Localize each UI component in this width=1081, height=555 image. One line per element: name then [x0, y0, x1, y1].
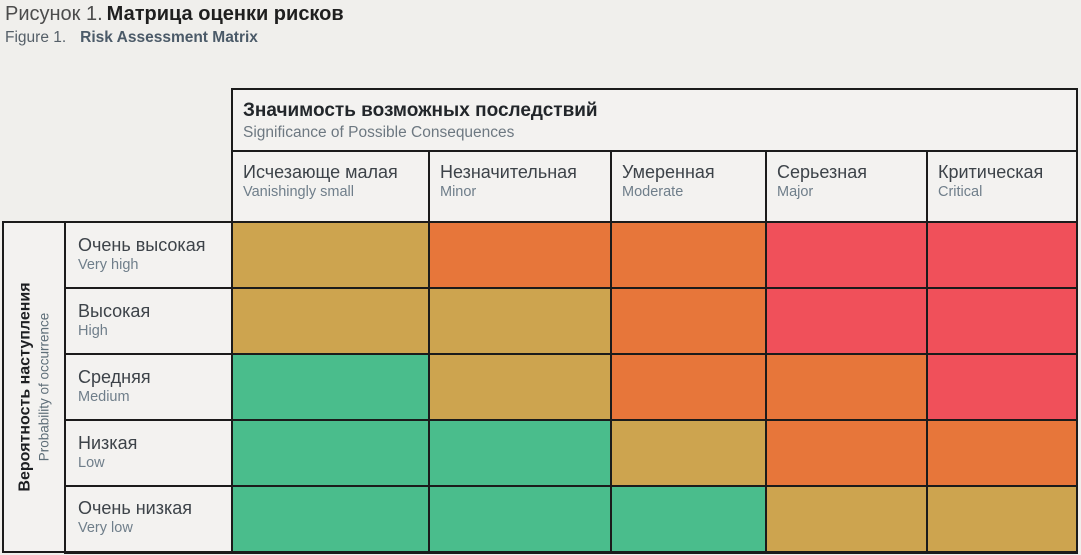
risk-cell [428, 419, 612, 487]
row-axis-header: Вероятность наступления Probability of o… [2, 221, 66, 553]
row-header-high: Высокая High [64, 287, 233, 355]
risk-cell [610, 221, 767, 289]
column-header-moderate: Умеренная Moderate [610, 150, 767, 223]
risk-cell [765, 287, 928, 355]
column-header-ru: Серьезная [777, 162, 867, 182]
column-axis-title-ru: Значимость возможных последствий [243, 100, 598, 121]
risk-cell [231, 287, 430, 355]
caption-ru: Рисунок 1. Матрица оценки рисков [5, 2, 344, 27]
risk-cell [765, 485, 928, 554]
column-header-en: Vanishingly small [243, 184, 354, 200]
risk-cell [428, 353, 612, 421]
row-axis-title-ru: Вероятность наступления [16, 282, 34, 492]
row-header-ru: Очень низкая [78, 498, 192, 519]
column-header-minor: Незначительная Minor [428, 150, 612, 223]
row-header-en: Low [78, 454, 105, 471]
column-header-ru: Исчезающе малая [243, 162, 398, 182]
risk-cell [765, 221, 928, 289]
column-header-critical: Критическая Critical [926, 150, 1078, 223]
row-axis-title-en: Probability of occurrence [36, 312, 52, 462]
risk-cell [231, 353, 430, 421]
risk-cell [926, 287, 1078, 355]
risk-cell [765, 353, 928, 421]
risk-cell [610, 287, 767, 355]
column-header-major: Серьезная Major [765, 150, 928, 223]
column-axis-title-en: Significance of Possible Consequences [243, 124, 515, 141]
risk-cell [926, 485, 1078, 554]
row-header-ru: Низкая [78, 432, 138, 453]
column-header-en: Minor [440, 184, 477, 200]
row-header-ru: Средняя [78, 366, 151, 387]
column-header-ru: Критическая [938, 162, 1044, 182]
column-header-ru: Незначительная [440, 162, 577, 182]
column-header-ru: Умеренная [622, 162, 715, 182]
risk-cell [765, 419, 928, 487]
matrix-corner-blank [3, 89, 232, 222]
risk-matrix-table: Значимость возможных последствий Signifi… [2, 88, 1078, 554]
caption-en-prefix: Figure 1. [5, 29, 67, 46]
column-header-en: Moderate [622, 184, 684, 200]
risk-cell [231, 221, 430, 289]
risk-cell [610, 485, 767, 554]
row-header-very-low: Очень низкая Very low [64, 485, 233, 554]
risk-cell [926, 221, 1078, 289]
row-header-low: Низкая Low [64, 419, 233, 487]
column-header-vanishingly-small: Исчезающе малая Vanishingly small [231, 150, 430, 223]
risk-cell [610, 419, 767, 487]
row-header-very-high: Очень высокая Very high [64, 221, 233, 289]
row-header-en: Very low [78, 520, 133, 537]
caption-en-title: Risk Assessment Matrix [80, 29, 258, 46]
row-header-ru: Высокая [78, 300, 151, 321]
row-header-medium: Средняя Medium [64, 353, 233, 421]
column-axis-header: Значимость возможных последствий Signifi… [231, 88, 1078, 152]
column-header-en: Major [777, 184, 814, 200]
risk-cell [428, 287, 612, 355]
caption-ru-prefix: Рисунок 1. [5, 3, 103, 25]
risk-cell [610, 353, 767, 421]
risk-cell [926, 419, 1078, 487]
row-header-en: Medium [78, 388, 130, 405]
risk-cell [428, 485, 612, 554]
row-axis-title: Вероятность наступления Probability of o… [16, 282, 53, 491]
figure-caption: Рисунок 1. Матрица оценки рисков Figure 1… [5, 2, 344, 47]
caption-en: Figure 1. Risk Assessment Matrix [5, 28, 344, 47]
column-header-en: Critical [938, 184, 983, 200]
row-header-ru: Очень высокая [78, 234, 206, 255]
risk-cell [231, 419, 430, 487]
risk-cell [926, 353, 1078, 421]
caption-ru-title: Матрица оценки рисков [106, 3, 344, 25]
risk-cell [231, 485, 430, 554]
risk-cell [428, 221, 612, 289]
row-header-en: Very high [78, 256, 139, 273]
row-header-en: High [78, 322, 108, 339]
